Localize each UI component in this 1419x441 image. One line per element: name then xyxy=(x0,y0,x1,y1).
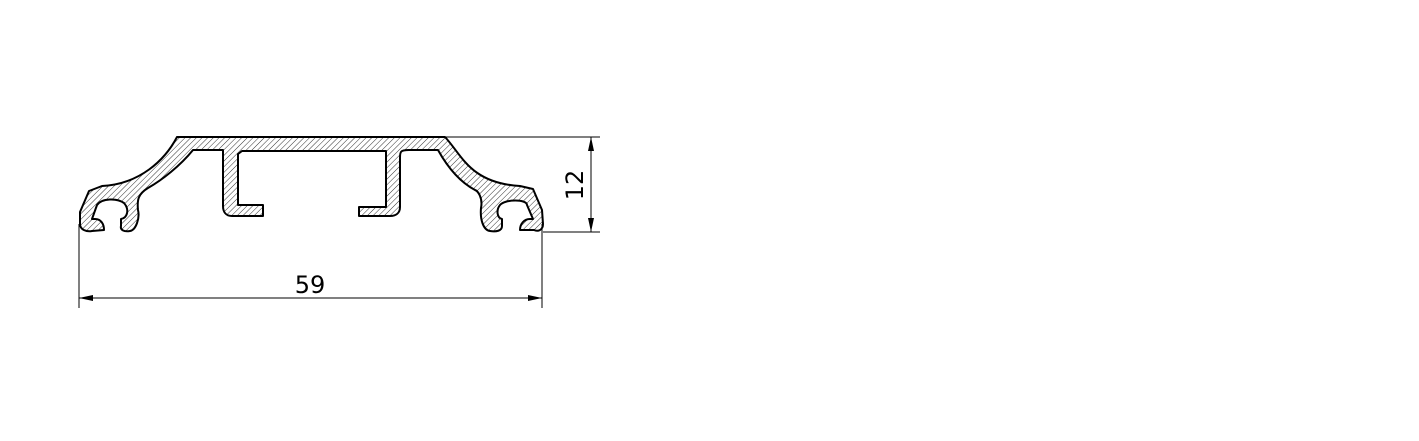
arrowhead-width-right xyxy=(528,295,542,301)
arrowhead-width-left xyxy=(79,295,93,301)
arrowhead-height-bottom xyxy=(588,218,594,232)
dimension-height-label: 12 xyxy=(561,170,589,201)
dimension-width-label: 59 xyxy=(295,271,326,299)
arrowhead-height-top xyxy=(588,137,594,151)
profile-section xyxy=(79,136,544,233)
